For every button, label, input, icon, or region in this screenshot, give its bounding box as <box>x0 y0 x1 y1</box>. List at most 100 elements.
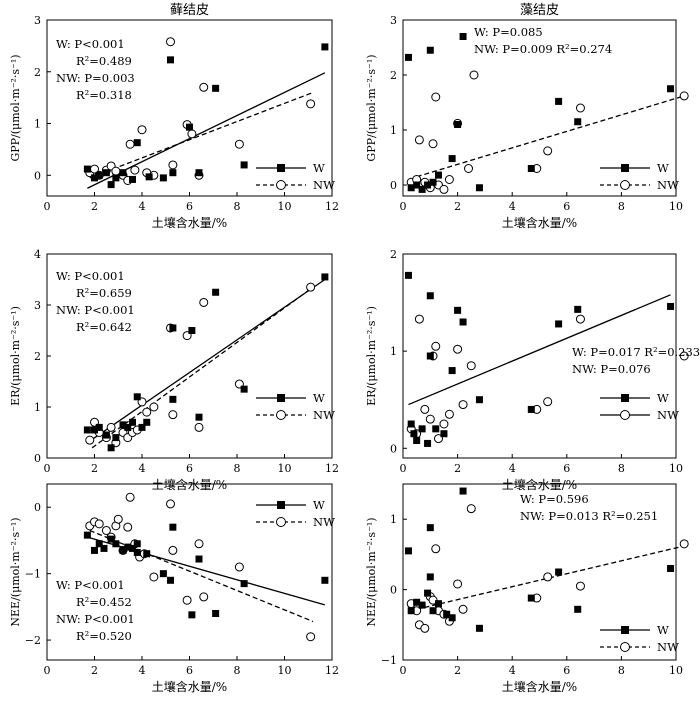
legend-label-nw: NW <box>313 408 335 422</box>
x-tick-label: 12 <box>325 462 339 475</box>
point-w <box>159 174 167 182</box>
point-w <box>102 169 110 177</box>
stats-text: R²=0.452 <box>76 595 132 609</box>
y-axis-label: NEE/(μmol·m⁻²·s⁻¹) <box>365 517 378 626</box>
x-tick-label: 10 <box>669 200 683 213</box>
point-w <box>91 426 98 434</box>
point-nw <box>168 545 178 555</box>
y-axis-label: NEE/(μmol·m⁻²·s⁻¹) <box>9 517 22 626</box>
point-w <box>167 56 174 64</box>
point-w <box>555 320 563 328</box>
legend-label-nw: NW <box>657 640 679 654</box>
point-w <box>426 292 434 300</box>
point-w <box>667 85 675 93</box>
panel-2: 藻结皮 0 2 4 6 8 10 0 1 2 3 土壤含水量/% GPP/(μmol·m⁻²·s⁻¹) W… <box>365 3 689 230</box>
point-nw <box>431 92 441 102</box>
legend-marker-nw <box>276 410 286 420</box>
y-tick-label: 1 <box>390 513 397 526</box>
point-w <box>459 487 467 495</box>
x-tick-label: 2 <box>454 462 461 475</box>
y-tick-label: −1 <box>381 654 397 667</box>
point-w <box>112 434 120 442</box>
point-w <box>527 594 535 602</box>
x-tick-label: 2 <box>91 664 98 677</box>
y-tick-label: 0 <box>34 452 41 465</box>
point-nw <box>453 344 463 354</box>
point-w <box>188 327 196 334</box>
point-w <box>407 184 415 192</box>
point-w <box>83 165 91 173</box>
point-w <box>555 97 563 105</box>
y-tick-label: 3 <box>390 14 397 27</box>
x-tick-label: 2 <box>454 664 461 677</box>
x-tick-label: 0 <box>44 200 51 213</box>
legend-label-w: W <box>313 161 325 175</box>
point-nw <box>137 125 147 135</box>
point-nw <box>431 544 441 554</box>
x-tick-label: 6 <box>563 462 570 475</box>
point-w <box>404 53 412 61</box>
point-w <box>454 121 462 128</box>
y-tick-label: 1 <box>34 118 41 131</box>
point-w <box>240 580 248 588</box>
y-axis-label: ER/(μmol·m⁻²·s⁻¹) <box>365 306 378 406</box>
point-w <box>102 431 110 439</box>
point-nw <box>306 282 316 292</box>
x-tick-label: 8 <box>234 200 241 213</box>
point-nw <box>458 400 468 410</box>
point-nw <box>94 519 104 529</box>
x-tick-label: 6 <box>563 664 570 677</box>
x-tick-label: 0 <box>400 200 407 213</box>
point-w <box>555 568 563 576</box>
stats-text: R²=0.520 <box>76 629 132 643</box>
point-w <box>169 169 177 177</box>
y-tick-label: 0 <box>34 169 41 182</box>
y-tick-label: 1 <box>34 401 41 414</box>
point-w <box>195 169 203 177</box>
point-w <box>124 543 132 551</box>
x-tick-label: 0 <box>44 462 51 475</box>
stats-text: R²=0.318 <box>76 88 132 102</box>
point-w <box>454 306 462 314</box>
point-w <box>407 420 415 428</box>
point-nw <box>194 422 204 432</box>
y-tick-label: 1 <box>390 345 397 358</box>
point-w <box>413 598 421 606</box>
panel-5: 0 2 4 6 8 10 12 −2 −1 0 土壤含水量/% NEE/(μmol·m⁻²·s⁻¹) W… <box>9 483 339 694</box>
point-nw <box>679 91 689 101</box>
point-w <box>426 46 434 54</box>
point-nw <box>466 504 476 514</box>
point-w <box>418 185 426 193</box>
point-nw <box>194 539 204 549</box>
point-nw <box>466 361 476 371</box>
x-tick-label: 2 <box>454 200 461 213</box>
x-axis-label: 土壤含水量/% <box>502 679 577 694</box>
x-tick-label: 4 <box>509 462 516 475</box>
point-nw <box>182 595 192 605</box>
y-tick-label: −2 <box>25 634 41 647</box>
point-w <box>195 413 203 421</box>
point-w <box>119 546 127 554</box>
point-nw <box>168 410 178 420</box>
y-tick-label: 1 <box>390 124 397 137</box>
point-w <box>434 171 442 179</box>
point-nw <box>187 129 197 139</box>
point-w <box>240 385 248 393</box>
point-w <box>475 184 483 192</box>
y-tick-label: 2 <box>34 350 41 363</box>
point-nw <box>101 525 111 535</box>
legend-marker-nw <box>620 410 630 420</box>
point-nw <box>444 409 454 419</box>
point-nw <box>168 160 178 170</box>
x-tick-label: 8 <box>618 462 625 475</box>
point-nw <box>123 522 133 532</box>
x-tick-label: 4 <box>139 664 146 677</box>
y-tick-label: 3 <box>34 14 41 27</box>
point-nw <box>431 341 441 351</box>
y-tick-label: 2 <box>390 69 397 82</box>
stats-text: NW: P=0.076 <box>572 362 651 376</box>
point-nw <box>125 139 135 149</box>
legend-label-w: W <box>657 161 669 175</box>
point-w <box>424 439 432 447</box>
